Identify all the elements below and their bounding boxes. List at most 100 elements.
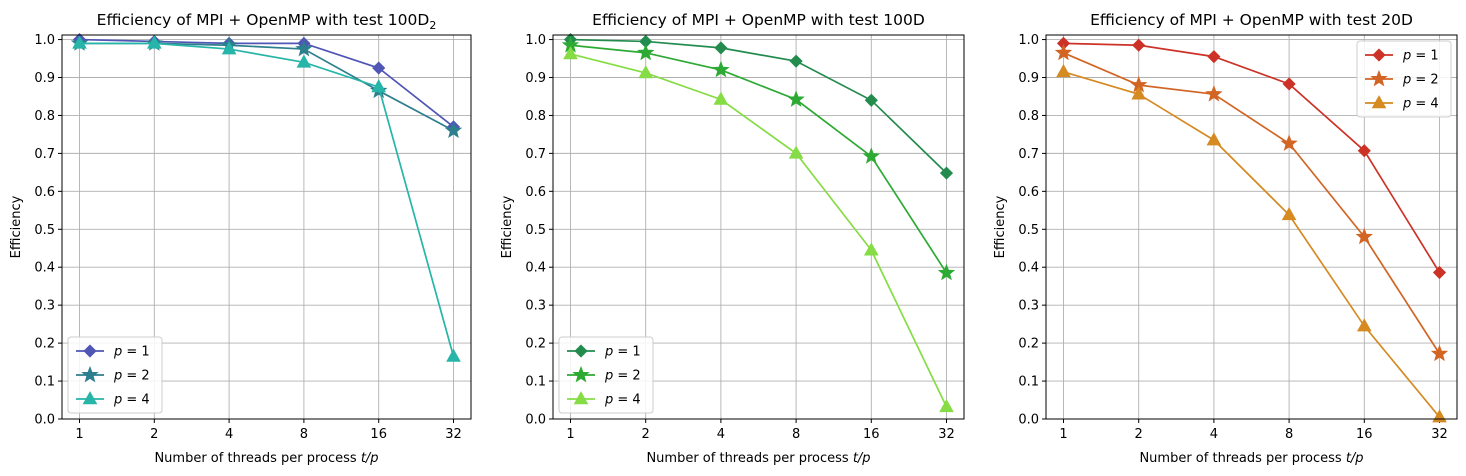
y-tick-label: 0.6: [34, 185, 55, 200]
chart-panel-1: 1 2 4 8 16 32 0.0 0.1 0.2 0.3 0.4 0.5 0.6 0.7 0.8 0.9 1.…: [9, 11, 472, 466]
x-tick-label: 1: [75, 427, 83, 442]
x-tick-label: 2: [642, 427, 650, 442]
x-tick-label: 1: [1059, 427, 1067, 442]
legend-item: p = 2: [567, 365, 641, 384]
legend-marker: [1372, 48, 1386, 62]
legend-label: p = 4: [604, 393, 641, 408]
y-tick-label: 1.0: [1018, 33, 1039, 48]
series-1: [1056, 36, 1447, 280]
data-point: [1205, 85, 1223, 102]
y-tick-label: 1.0: [525, 33, 546, 48]
data-point: [638, 65, 654, 79]
chart-title: Efficiency of MPI + OpenMP with test 100…: [97, 11, 437, 32]
y-tick-label: 0.0: [525, 413, 546, 428]
legend-marker: [574, 344, 588, 358]
data-point: [864, 93, 878, 107]
data-point: [1280, 134, 1298, 151]
y-tick-label: 0.6: [525, 185, 546, 200]
chart-panel-2: 1 2 4 8 16 32 0.0 0.1 0.2 0.3 0.4 0.5 0.6 0.7 0.8 0.9 1.…: [500, 11, 965, 466]
y-tick-label: 0.3: [1018, 299, 1039, 314]
x-tick-label: 1: [566, 427, 574, 442]
x-tick-label: 2: [1135, 427, 1143, 442]
data-point: [1207, 50, 1221, 64]
data-point: [1206, 132, 1222, 146]
y-tick-label: 0.1: [34, 375, 55, 390]
y-tick-label: 0.3: [525, 299, 546, 314]
legend-item: p = 2: [1365, 69, 1439, 88]
y-tick-label: 0.7: [525, 147, 546, 162]
legend-marker: [1371, 95, 1387, 109]
data-point: [221, 41, 237, 55]
y-tick-label: 0.3: [34, 299, 55, 314]
legend-label: p = 4: [1402, 97, 1439, 112]
legend-label: p = 2: [1402, 73, 1439, 88]
y-tick-label: 0.4: [1018, 261, 1039, 276]
x-tick-label: 2: [150, 427, 158, 442]
legend-label: p = 1: [1402, 49, 1439, 64]
series-line: [1063, 52, 1441, 355]
series-line: [570, 44, 948, 274]
data-point: [1281, 207, 1297, 221]
y-tick-label: 0.4: [34, 261, 55, 276]
y-tick-label: 0.5: [34, 223, 55, 238]
y-tick-label: 0.8: [1018, 109, 1039, 124]
y-tick-label: 0.5: [1018, 223, 1039, 238]
legend-marker: [82, 391, 98, 405]
x-tick-label: 8: [1285, 427, 1293, 442]
series-line: [570, 38, 948, 174]
series-3: [72, 35, 461, 362]
legend-item: p = 1: [567, 344, 641, 360]
legend: p = 1 p = 2 p = 4: [67, 336, 163, 414]
data-point: [787, 90, 805, 107]
y-tick-label: 0.9: [34, 71, 55, 86]
legend-label: p = 1: [604, 345, 641, 360]
x-tick-label: 16: [1356, 427, 1373, 442]
y-tick-label: 0.7: [34, 147, 55, 162]
x-tick-label: 8: [300, 427, 308, 442]
data-point: [1432, 265, 1447, 280]
data-point: [1355, 227, 1373, 245]
x-tick-label: 16: [863, 427, 880, 442]
plot-frame: [61, 34, 472, 420]
series-2: [561, 36, 956, 281]
x-tick-label: 32: [445, 427, 462, 442]
chart-panel-3: 1 2 4 8 16 32 0.0 0.1 0.2 0.3 0.4 0.5 0.6 0.7 0.8 0.9 1.…: [993, 11, 1458, 466]
x-tick-label: 4: [1210, 427, 1218, 442]
y-tick-label: 0.2: [525, 337, 546, 352]
legend-marker: [572, 365, 590, 383]
legend-marker: [81, 365, 99, 383]
y-axis-label: Efficiency: [9, 195, 24, 258]
data-point: [714, 41, 728, 55]
x-tick-label: 32: [1431, 427, 1448, 442]
series-1: [72, 32, 461, 134]
legend-marker: [83, 344, 97, 358]
data-point: [563, 46, 578, 60]
x-axis-label: Number of threads per process t/p: [154, 451, 378, 466]
data-point: [712, 60, 730, 78]
data-point: [446, 348, 461, 362]
series-line: [1063, 70, 1441, 418]
data-point: [146, 35, 162, 49]
y-tick-label: 1.0: [34, 33, 55, 48]
y-tick-label: 0.5: [525, 223, 546, 238]
y-tick-label: 0.0: [34, 413, 55, 428]
data-point: [372, 61, 386, 75]
data-point: [1356, 318, 1372, 332]
series-3: [563, 46, 954, 413]
data-point: [1282, 77, 1296, 91]
data-point: [295, 39, 313, 57]
plot-frame: [1045, 34, 1458, 420]
legend-item: p = 4: [76, 391, 150, 408]
data-point: [371, 79, 387, 93]
data-point: [1131, 86, 1147, 100]
legend-label: p = 2: [113, 369, 150, 384]
y-tick-label: 0.9: [1018, 71, 1039, 86]
y-tick-label: 0.1: [525, 375, 546, 390]
data-point: [939, 399, 954, 413]
data-point: [939, 166, 954, 180]
data-point: [862, 147, 880, 164]
data-point: [713, 91, 729, 105]
data-point: [937, 263, 956, 281]
y-tick-label: 0.1: [1018, 375, 1039, 390]
